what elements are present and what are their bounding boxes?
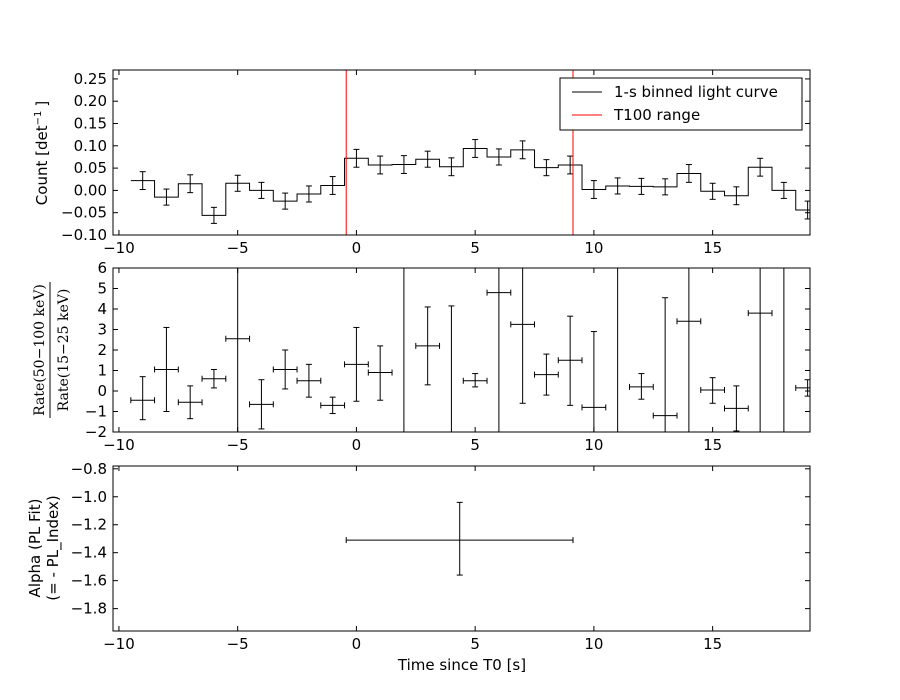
hardness-ratio-xtick-label: −5 [227,436,249,454]
hardness-ratio-ytick-label: 1 [97,362,107,380]
light-curve-frame [112,69,811,236]
alpha-ytick-label: −1.8 [71,600,107,618]
light-curve-ytick-label: 0.00 [74,181,107,199]
hardness-ratio-xtick-label: 10 [584,436,603,454]
alpha-xtick-label: 15 [703,635,722,653]
alpha-ytick-label: −1.4 [71,544,107,562]
hardness-ratio-xtick-label: −10 [103,436,135,454]
light-curve-ytick-label: 0.05 [74,159,107,177]
hardness-ratio-ytick-label: −2 [85,423,107,441]
light-curve-ytick-label: 0.10 [74,137,107,155]
legend-box [559,77,803,131]
alpha-xtick-label: 0 [352,635,362,653]
hardness-ratio-ytick-label: 5 [97,280,107,298]
light-curve-xtick-label: 0 [352,239,362,257]
alpha-ytick-label: −1.0 [71,488,107,506]
light-curve-xtick-label: 5 [470,239,480,257]
x-axis-title: Time since T0 [s] [397,656,526,674]
alpha-panel: −10 −5 0 5 10 15 −1.8 −1.6 −1.4 −1.2 −1.0 −0.8 Alph… [26,460,811,674]
hardness-ratio-ytick-label: 2 [97,341,107,359]
light-curve-ytick-label: 0.15 [74,115,107,133]
hardness-ratio-plot-area [130,268,810,432]
ratio-denominator: Rate(15−25 keV) [56,289,72,412]
light-curve-xtick-label: 10 [584,239,603,257]
light-curve-ytick-label: 0.25 [74,70,107,88]
alpha-frame [112,465,811,632]
ratio-numerator: Rate(50−100 keV) [32,284,48,416]
alpha-ylabel-line1: Alpha (PL Fit) [26,499,44,598]
light-curve-ytick-label: −0.10 [61,226,107,244]
light-curve-panel: −10 −5 0 5 10 15 −0.10 −0.05 0.00 0.05 0.10 0.15 0.2… [33,69,811,257]
hardness-ratio-ytick-label: 6 [97,259,107,277]
ylabel-end: ] [33,101,51,107]
hardness-ratio-ytick-label: 3 [97,321,107,339]
light-curve-ylabel: Count [det−1] [33,101,51,205]
legend-label-light-curve: 1-s binned light curve [614,83,778,101]
hardness-ratio-ytick-label: −1 [85,403,107,421]
hardness-ratio-ytick-label: 4 [97,300,107,318]
ylabel-superscript: −1 [33,111,44,126]
light-curve-ytick-label: 0.20 [74,92,107,110]
alpha-xtick-label: 5 [470,635,480,653]
alpha-ticks: −10 −5 0 5 10 15 −1.8 −1.6 −1.4 −1.2 −1.0 −0.8 [71,460,810,653]
alpha-xtick-label: 10 [584,635,603,653]
hardness-ratio-ylabel: Rate(50−100 keV) Rate(15−25 keV) [32,282,72,418]
legend: 1-s binned light curve T100 range [559,77,803,131]
alpha-xtick-label: −10 [103,635,135,653]
alpha-ytick-label: −1.6 [71,572,107,590]
hardness-ratio-xtick-label: 5 [470,436,480,454]
light-curve-xtick-label: −5 [227,239,249,257]
hardness-ratio-xtick-label: 15 [703,436,722,454]
alpha-plot-area [345,501,574,576]
alpha-ylabel-line2: (= - PL_Index) [44,495,63,600]
light-curve-xtick-label: 15 [703,239,722,257]
alpha-ytick-label: −0.8 [71,460,107,478]
ylabel-main: Count [det [33,125,51,205]
alpha-xtick-label: −5 [227,635,249,653]
light-curve-ytick-label: −0.05 [61,204,107,222]
hardness-ratio-ytick-label: 0 [97,382,107,400]
light-curve-ticks: −10 −5 0 5 10 15 −0.10 −0.05 0.00 0.05 0.10 0.15 0.2… [61,70,810,257]
hardness-ratio-xtick-label: 0 [352,436,362,454]
light-curve-xtick-label: −10 [103,239,135,257]
legend-label-t100: T100 range [613,106,700,124]
alpha-ytick-label: −1.2 [71,516,107,534]
